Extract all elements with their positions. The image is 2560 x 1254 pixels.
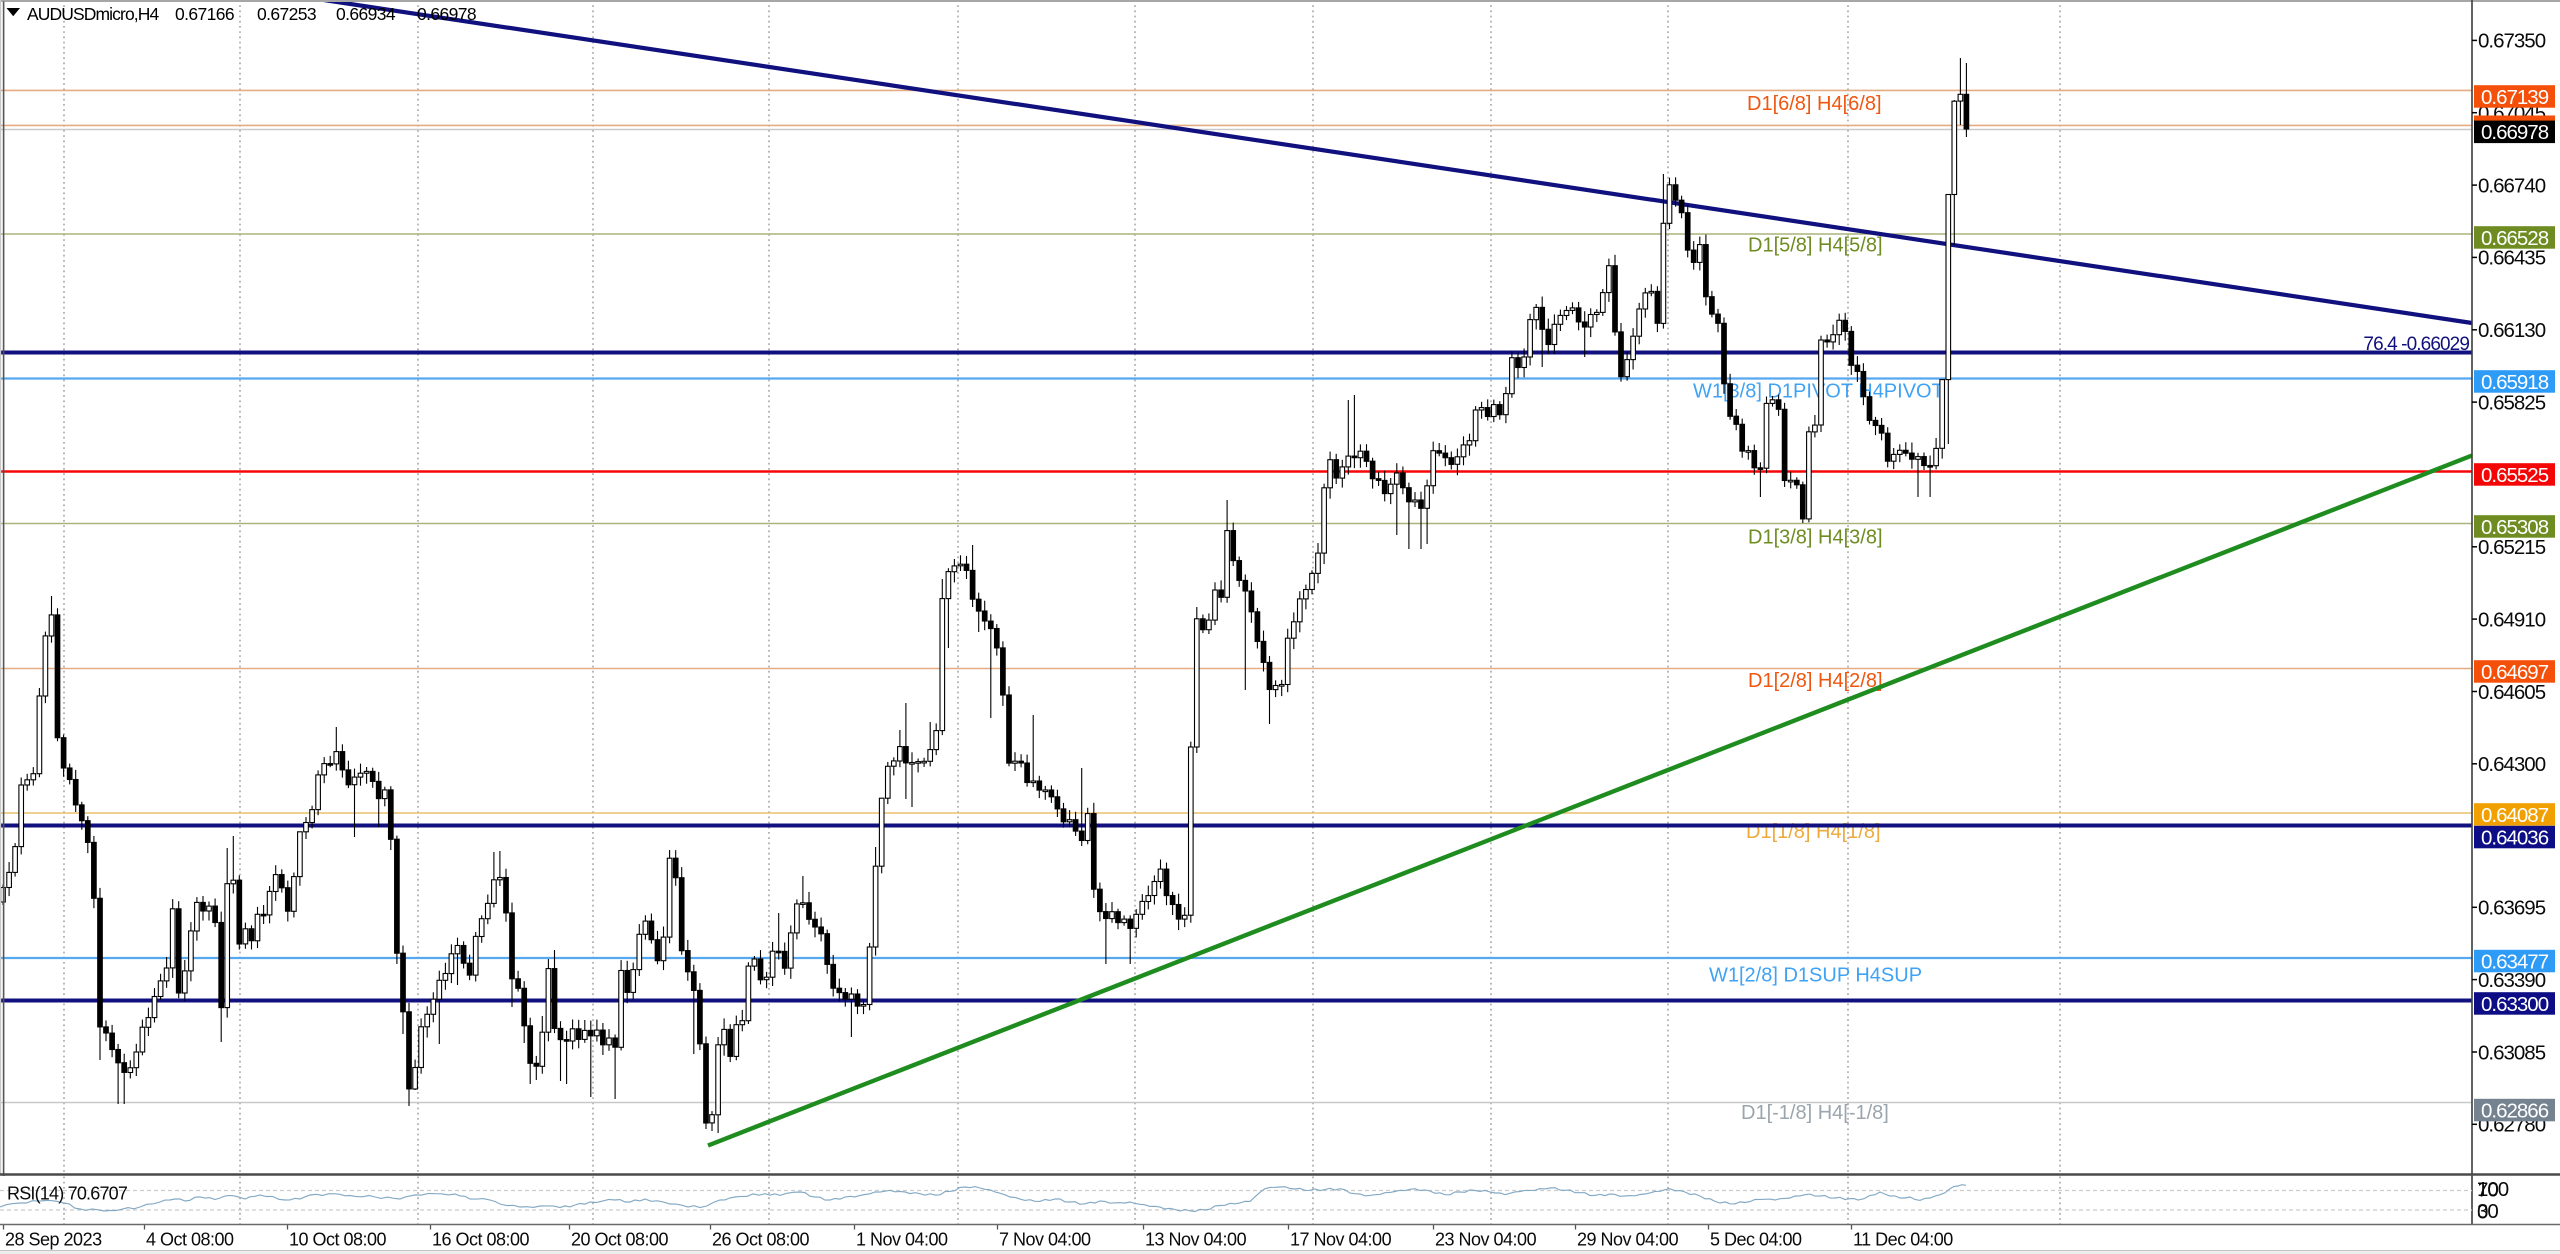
svg-text:0.64697: 0.64697 <box>2481 661 2549 684</box>
svg-text:0.67166: 0.67166 <box>175 4 234 24</box>
svg-text:13 Nov 04:00: 13 Nov 04:00 <box>1145 1230 1247 1250</box>
svg-text:0.66978: 0.66978 <box>2481 121 2549 144</box>
svg-text:0.64087: 0.64087 <box>2481 804 2549 827</box>
svg-text:4 Oct 08:00: 4 Oct 08:00 <box>146 1230 234 1250</box>
svg-text:0: 0 <box>2477 1201 2488 1224</box>
svg-text:7 Nov 04:00: 7 Nov 04:00 <box>999 1230 1091 1250</box>
svg-text:70: 70 <box>2477 1179 2498 1202</box>
svg-text:D1[-1/8] H4[-1/8]: D1[-1/8] H4[-1/8] <box>1741 1102 1889 1124</box>
svg-text:0.65308: 0.65308 <box>2481 516 2549 539</box>
svg-text:0.62866: 0.62866 <box>2481 1099 2549 1122</box>
svg-text:0.64300: 0.64300 <box>2478 753 2546 776</box>
svg-text:28 Sep 2023: 28 Sep 2023 <box>5 1230 102 1250</box>
svg-text:0.66740: 0.66740 <box>2478 174 2546 197</box>
svg-text:0.65525: 0.65525 <box>2481 464 2549 487</box>
svg-text:0.66934: 0.66934 <box>336 4 396 24</box>
svg-text:30: 30 <box>2477 1200 2498 1223</box>
svg-text:17 Nov 04:00: 17 Nov 04:00 <box>1290 1230 1392 1250</box>
svg-text:0.65918: 0.65918 <box>2481 371 2549 394</box>
svg-text:0.65825: 0.65825 <box>2478 391 2546 414</box>
svg-text:0.63390: 0.63390 <box>2478 969 2546 992</box>
svg-text:20 Oct 08:00: 20 Oct 08:00 <box>571 1230 669 1250</box>
svg-text:0.67253: 0.67253 <box>257 4 316 24</box>
svg-text:0.63695: 0.63695 <box>2478 897 2546 920</box>
svg-text:AUDUSDmicro,H4: AUDUSDmicro,H4 <box>27 4 159 24</box>
svg-text:1 Nov 04:00: 1 Nov 04:00 <box>856 1230 948 1250</box>
svg-text:0.64605: 0.64605 <box>2478 681 2546 704</box>
svg-text:26 Oct 08:00: 26 Oct 08:00 <box>712 1230 810 1250</box>
svg-text:D1[5/8] H4[5/8]: D1[5/8] H4[5/8] <box>1748 235 1883 257</box>
svg-text:11 Dec 04:00: 11 Dec 04:00 <box>1853 1230 1953 1250</box>
svg-text:0.63477: 0.63477 <box>2481 950 2549 973</box>
svg-text:D1[2/8] H4[2/8]: D1[2/8] H4[2/8] <box>1748 670 1883 692</box>
svg-text:16 Oct 08:00: 16 Oct 08:00 <box>432 1230 530 1250</box>
svg-text:D1[6/8] H4[6/8]: D1[6/8] H4[6/8] <box>1747 93 1882 115</box>
svg-text:W1[2/8] D1SUP H4SUP: W1[2/8] D1SUP H4SUP <box>1709 965 1922 987</box>
svg-text:10 Oct 08:00: 10 Oct 08:00 <box>289 1230 387 1250</box>
svg-text:0.66978: 0.66978 <box>417 4 476 24</box>
svg-text:5 Dec 04:00: 5 Dec 04:00 <box>1710 1230 1802 1250</box>
svg-text:0.67350: 0.67350 <box>2478 30 2546 53</box>
svg-text:RSI(14) 70.6707: RSI(14) 70.6707 <box>7 1184 128 1204</box>
svg-text:29 Nov 04:00: 29 Nov 04:00 <box>1577 1230 1679 1250</box>
svg-text:0.65215: 0.65215 <box>2478 536 2546 559</box>
svg-text:0.63300: 0.63300 <box>2481 993 2549 1016</box>
svg-text:0.67139: 0.67139 <box>2481 86 2549 109</box>
svg-text:0.64036: 0.64036 <box>2481 826 2549 849</box>
svg-text:0.64910: 0.64910 <box>2478 608 2546 631</box>
svg-text:0.66528: 0.66528 <box>2481 227 2549 250</box>
svg-text:76.4 -0.66029: 76.4 -0.66029 <box>2363 334 2469 355</box>
svg-text:D1[3/8] H4[3/8]: D1[3/8] H4[3/8] <box>1748 527 1883 549</box>
svg-text:0.63085: 0.63085 <box>2478 1041 2546 1064</box>
svg-text:0.66435: 0.66435 <box>2478 247 2546 270</box>
svg-text:23 Nov 04:00: 23 Nov 04:00 <box>1435 1230 1537 1250</box>
svg-text:100: 100 <box>2477 1178 2509 1201</box>
svg-text:0.66130: 0.66130 <box>2478 319 2546 342</box>
